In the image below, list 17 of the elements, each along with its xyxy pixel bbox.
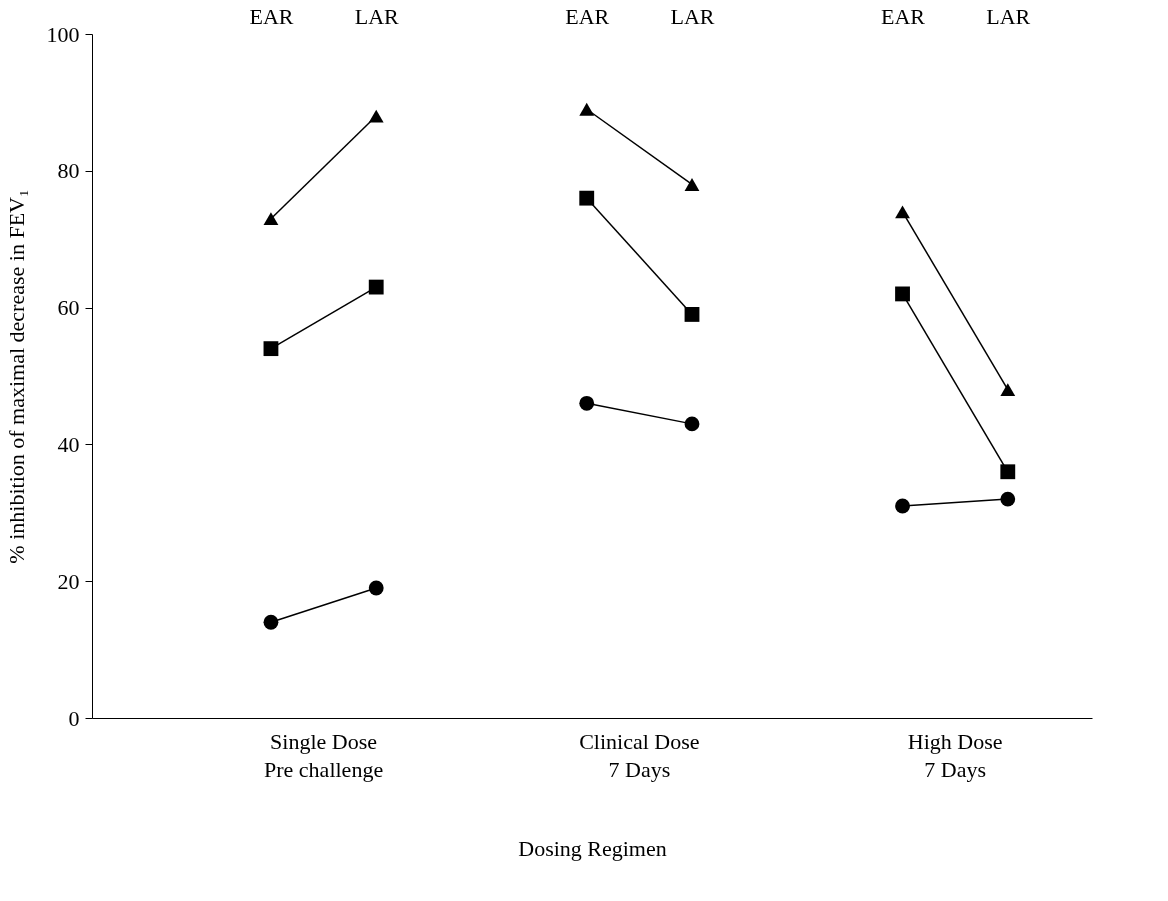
- x-tick-label: EAR: [881, 3, 926, 29]
- y-axis-title: % inhibition of maximal decrease in FEV₁: [3, 189, 29, 564]
- y-tick-label: 80: [57, 158, 80, 184]
- x-tick-label: EAR: [565, 3, 610, 29]
- x-tick-label: LAR: [670, 3, 715, 29]
- x-tick-label: EAR: [249, 3, 294, 29]
- text: Clinical Dose 7 Days: [579, 729, 700, 782]
- y-tick-label: 20: [57, 568, 80, 594]
- text: High Dose 7 Days: [907, 729, 1003, 782]
- y-tick-label: 0: [68, 705, 80, 731]
- text: Single Dose Pre challenge: [264, 729, 384, 782]
- x-tick-label: LAR: [354, 3, 400, 29]
- x-axis-title: Dosing Regimen: [518, 835, 667, 861]
- y-tick-label: 60: [57, 295, 80, 321]
- y-tick-label: 100: [46, 21, 80, 47]
- x-tick-label: LAR: [986, 3, 1031, 29]
- y-tick-label: 40: [57, 431, 80, 457]
